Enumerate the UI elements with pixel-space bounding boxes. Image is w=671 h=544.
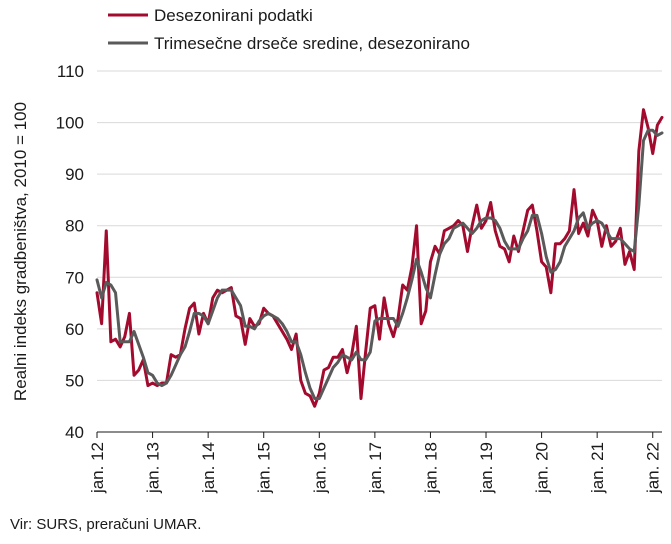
x-tick-label: jan. 18 [421,442,440,494]
y-axis-title: Realni indeks gradbeništva, 2010 = 100 [11,102,30,401]
y-tick-label: 50 [65,371,84,390]
x-tick-label: jan. 15 [255,442,274,494]
series-line-2 [95,128,664,400]
series-group [95,108,664,408]
x-tick-label: jan. 17 [366,442,385,494]
legend-label-1: Desezonirani podatki [154,6,313,25]
x-tick-label: jan. 13 [144,442,163,494]
x-tick-label: jan. 16 [310,442,329,494]
y-tick-label: 110 [57,62,84,81]
x-tick-label: jan. 22 [644,442,663,494]
y-axis-ticks: 40 50 60 70 80 90 100 110 [56,62,84,442]
series-line-1 [95,108,664,408]
y-tick-label: 40 [65,423,84,442]
x-tick-label: jan. 20 [533,442,552,494]
y-tick-label: 80 [65,217,84,236]
source-note: Vir: SURS, preračuni UMAR. [10,516,202,533]
x-tick-label: jan. 14 [199,442,218,494]
legend-label-2: Trimesečne drseče sredine, desezonirano [154,34,470,53]
y-tick-label: 100 [56,114,84,133]
grid-lines [97,70,662,433]
x-tick-label: jan. 19 [477,442,496,494]
y-tick-label: 70 [65,268,84,287]
y-tick-label: 60 [65,320,84,339]
x-tick-label: jan. 12 [88,442,107,494]
legend: Desezonirani podatki Trimesečne drseče sr… [108,6,470,53]
y-tick-label: 90 [65,165,84,184]
x-tick-label: jan. 21 [588,442,607,494]
x-axis: jan. 12 jan. 13 jan. 14 jan. 15 jan. 16 jan. … [88,431,663,494]
